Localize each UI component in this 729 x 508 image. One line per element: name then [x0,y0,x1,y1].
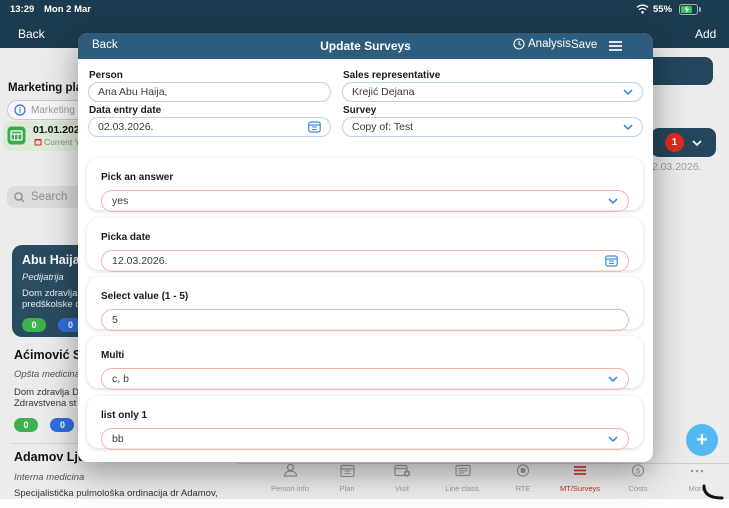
person-name: Aćimović Sa [14,348,89,362]
background-add-button[interactable]: Add [695,27,717,41]
question-label: Pick an answer [101,172,174,183]
question-text-field[interactable]: 5 [101,309,629,331]
question-dropdown[interactable]: c, b [101,368,629,390]
tab-visit[interactable]: Visit [372,464,432,493]
coin-icon: $ [631,464,645,477]
update-surveys-modal: Back Update Surveys Analysis Save Person… [78,33,653,462]
chevron-down-icon [623,124,633,130]
person-org-line1: Dom zdravlja K [22,288,87,299]
person-specialty: Interna medicina [14,472,85,483]
question-date-field[interactable]: 12.03.2026. [101,250,629,272]
plan-date: 01.01.2026 [33,124,86,136]
tab-mt-surveys[interactable]: MT/Surveys [550,464,610,493]
wifi-icon [636,4,649,14]
svg-text:i: i [19,106,21,115]
marketing-plan-title: Marketing plan [8,82,90,94]
person-org-line2: Zdravstvena st [14,398,77,409]
question-label: list only 1 [101,410,148,421]
tab-person-info[interactable]: Person info [260,463,320,493]
clock-time: 13:29 [10,4,35,15]
ellipsis-icon [690,469,704,473]
tab-costs[interactable]: $ Costs [608,464,668,493]
sales-representative-label: Sales representative [343,70,441,81]
chevron-down-icon [608,376,618,382]
green-calendar-icon [7,126,26,145]
visits-badge: 0 [22,318,46,332]
record-icon [516,464,530,477]
question-dropdown[interactable]: bb [101,428,629,450]
tab-line-class[interactable]: Line class. [433,464,493,493]
person-org-line1: Specijalistička pulmološka ordinacija dr… [14,488,218,499]
data-entry-date-field[interactable]: 02.03.2026. [88,117,331,137]
calendar-icon [339,464,355,478]
person-specialty: Pedijatrija [22,272,64,283]
modal-title: Update Surveys [320,39,411,53]
survey-select[interactable]: Copy of: Test [342,117,643,137]
person-name: Abu Haija A [22,253,92,267]
data-entry-date-label: Data entry date [89,105,162,116]
notification-count-badge: 1 [665,133,684,152]
tab-plan[interactable]: Plan [317,464,377,493]
calendar-icon [605,255,618,267]
tab-rte[interactable]: RTE [493,464,553,493]
plus-icon: + [696,428,708,451]
question-label: Picka date [101,232,151,243]
question-card: Select value (1 - 5) 5 [87,277,643,331]
person-icon [283,463,297,477]
list-item[interactable]: Aćimović Sa Opšta medicina Dom zdravlja … [14,348,236,433]
person-field[interactable]: Ana Abu Haija, [88,82,331,102]
info-icon: i [14,104,26,116]
chevron-down-icon [623,89,633,95]
calendar-icon [308,121,321,133]
person-org-line2: predškolske de [22,299,86,310]
survey-lines-icon [574,466,586,475]
modal-back-button[interactable]: Back [92,39,118,51]
chevron-down-icon [608,198,618,204]
person-specialty: Opšta medicina [14,369,81,380]
battery-percent: 55% [653,4,673,15]
filter-field-text: Marketing p [31,104,84,116]
list-lines-icon [455,464,471,477]
activities-badge: 0 [50,418,75,432]
chevron-down-icon [692,139,702,146]
background-back-button[interactable]: Back [18,27,45,41]
battery-charging-icon [679,4,701,15]
question-label: Select value (1 - 5) [101,291,189,302]
tabbar-divider [237,463,729,464]
bottom-margin [0,499,729,508]
question-card: list only 1 bb [87,396,643,450]
background-date-text: 02.03.2026. [646,161,702,173]
notification-dropdown-button[interactable]: 1 [651,128,716,157]
svg-text:$: $ [636,466,640,475]
search-icon [14,191,25,202]
analysis-button[interactable]: Analysis [513,38,571,50]
hamburger-menu-icon[interactable] [608,40,623,52]
question-dropdown[interactable]: yes [101,190,629,212]
survey-label: Survey [343,105,377,116]
clock-icon [513,38,525,50]
chevron-down-icon [608,436,618,442]
search-placeholder: Search [31,191,68,203]
question-card: Picka date 12.03.2026. [87,218,643,272]
red-mini-calendar-icon [34,139,42,146]
status-date: Mon 2 Mar [44,4,91,15]
ink-stroke-mark [702,484,724,500]
question-card: Pick an answer yes [87,158,643,212]
person-org-line1: Dom zdravlja D [14,387,79,398]
sales-representative-select[interactable]: Krejić Dejana [342,82,643,102]
plan-subtitle: Current Ye [44,137,85,147]
modal-header: Back Update Surveys Analysis Save [78,33,653,59]
save-button[interactable]: Save [571,39,598,51]
question-card: Multi c, b [87,336,643,390]
add-floating-button[interactable]: + [686,424,718,456]
question-label: Multi [101,350,125,361]
calendar-plus-icon [393,464,410,477]
visits-badge: 0 [14,418,38,432]
activities-badge: 0 [58,318,83,332]
person-name: Adamov Lju [14,450,86,464]
tab-more[interactable]: More [667,464,727,493]
list-item[interactable]: Adamov Lju Interna medicina Specijalisti… [14,450,254,499]
person-label: Person [89,70,123,81]
